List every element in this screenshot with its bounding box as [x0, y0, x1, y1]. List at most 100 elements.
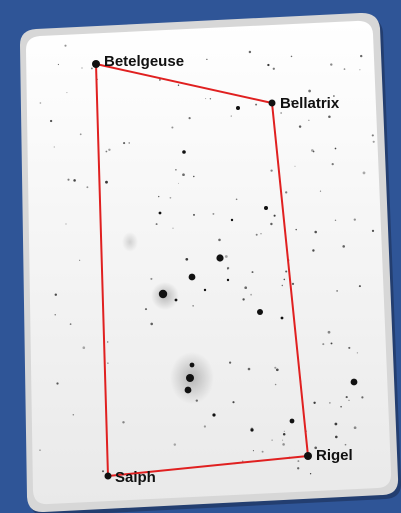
star: [280, 112, 282, 114]
star: [322, 343, 325, 346]
star: [353, 426, 357, 430]
star: [356, 352, 359, 354]
star: [105, 57, 108, 60]
star: [69, 323, 72, 325]
star: [236, 106, 240, 110]
star: [209, 98, 212, 100]
star: [250, 293, 253, 296]
star: [159, 79, 161, 81]
star: [361, 396, 364, 399]
star: [184, 386, 192, 394]
star: [251, 271, 254, 274]
star: [295, 228, 297, 231]
star: [203, 288, 207, 292]
star: [275, 368, 279, 372]
star: [371, 229, 375, 233]
star: [175, 168, 177, 171]
star: [182, 173, 185, 177]
star: [105, 180, 108, 184]
star: [230, 218, 234, 222]
star: [362, 171, 366, 175]
star: [273, 214, 276, 217]
star: [314, 230, 317, 234]
star: [281, 284, 284, 287]
star: [182, 150, 186, 154]
star: [314, 446, 318, 450]
star: [67, 178, 70, 181]
star: [327, 330, 331, 334]
star: [189, 362, 195, 368]
star: [319, 190, 322, 192]
star: [86, 186, 89, 189]
star: [242, 298, 245, 301]
star-label-betelgeuse: Betelgeuse: [104, 53, 184, 70]
star: [345, 396, 348, 399]
star: [342, 245, 345, 248]
star: [226, 278, 230, 282]
star: [203, 425, 207, 428]
star-dot: [92, 60, 100, 68]
star: [79, 259, 81, 261]
star: [158, 195, 160, 198]
star: [331, 162, 334, 166]
star: [123, 142, 126, 145]
star: [212, 413, 216, 417]
star: [312, 249, 315, 252]
star: [350, 378, 358, 386]
star: [282, 432, 286, 436]
star: [340, 405, 342, 408]
star-label-saiph: Saiph: [115, 469, 156, 486]
star: [72, 413, 75, 416]
star: [285, 270, 288, 273]
star: [242, 460, 244, 462]
star: [290, 55, 293, 58]
star: [255, 233, 258, 236]
star: [155, 223, 158, 226]
star: [54, 293, 57, 296]
star-betelgeuse: Betelgeuse: [92, 53, 184, 70]
star: [169, 196, 172, 199]
star: [282, 443, 285, 446]
star: [250, 427, 254, 431]
star: [216, 254, 224, 262]
star: [195, 399, 198, 402]
star: [333, 95, 335, 97]
star: [261, 450, 264, 453]
star: [107, 362, 109, 364]
star: [150, 277, 153, 280]
star: [297, 460, 300, 463]
star-saiph: Saiph: [104, 469, 156, 486]
star: [312, 150, 315, 153]
star: [348, 346, 351, 349]
star: [310, 149, 314, 152]
star-field: [39, 44, 375, 475]
star: [271, 439, 273, 441]
star: [274, 366, 277, 369]
star: [348, 399, 350, 401]
star: [353, 218, 356, 221]
star: [358, 285, 361, 288]
star: [150, 322, 153, 326]
star: [232, 401, 235, 404]
star: [283, 278, 286, 281]
star: [283, 430, 285, 432]
star: [158, 211, 162, 215]
star: [158, 289, 168, 299]
star: [193, 213, 195, 216]
star: [108, 148, 111, 152]
star: [73, 179, 76, 182]
star: [328, 115, 331, 118]
star: [57, 63, 59, 66]
star: [280, 316, 284, 320]
star: [188, 273, 196, 281]
star: [248, 50, 252, 54]
star: [53, 146, 55, 148]
star: [336, 290, 338, 292]
star: [330, 63, 333, 66]
star: [186, 374, 194, 382]
star-rigel: Rigel: [304, 447, 353, 464]
star: [39, 102, 42, 104]
star: [294, 165, 296, 167]
star: [90, 67, 93, 70]
card-face: [26, 20, 392, 505]
